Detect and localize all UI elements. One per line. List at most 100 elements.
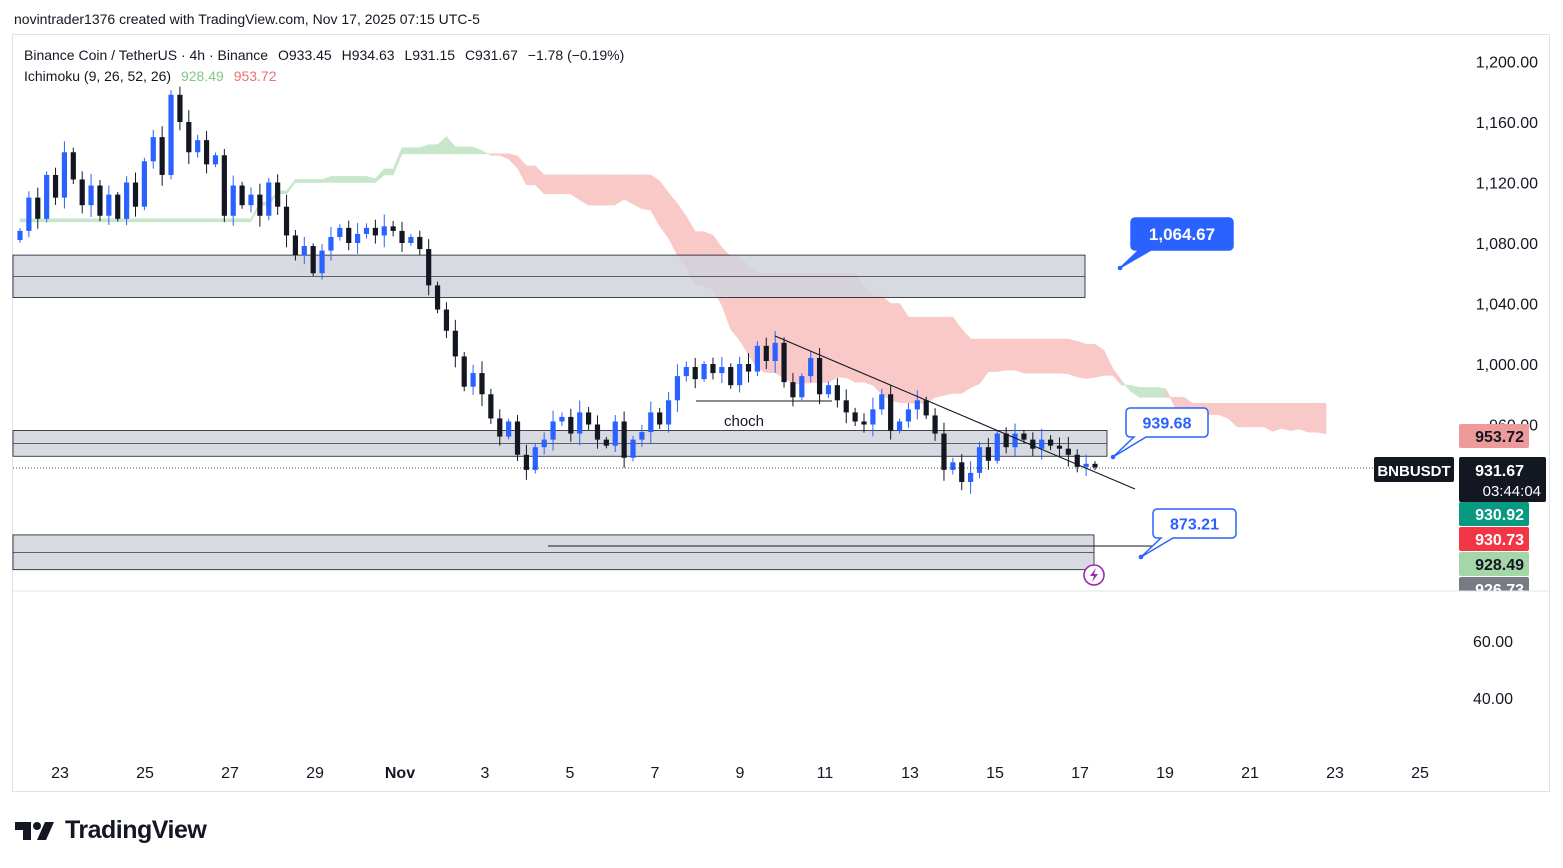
time-tick-label: 11 [817,765,834,782]
cloud-segment [588,174,598,206]
cloud-segment [570,174,581,201]
candle [221,148,227,223]
legend-high: H934.63 [341,47,395,63]
candle [452,319,458,368]
cloud-segment [1014,338,1025,374]
axis-price-label: 928.49 [1459,552,1529,576]
candle [141,157,147,211]
candle-body [994,433,1000,461]
chart-frame [12,34,1550,792]
cloud-segment [499,153,509,160]
axis-price-label: 930.73 [1459,527,1529,551]
candle-body [639,432,645,440]
current-price-bg [1459,457,1546,502]
candle-body [221,155,227,216]
countdown-text: 03:44:04 [1483,483,1541,500]
time-axis: 23 25 27 29 Nov 3 5 7 9 11 13 15 17 19 21 23 25 [51,765,1429,782]
candle-body [310,246,316,274]
candle-body [372,227,378,236]
candle [728,363,734,389]
candle [514,415,521,462]
candle-body [1047,439,1054,446]
cloud-segment [1245,403,1256,428]
cloud-segment [1041,338,1051,374]
tradingview-logo-icon [15,821,54,840]
cloud-segment [1156,387,1167,398]
candle-body [612,421,618,446]
price-tick-label: 1,160.00 [1476,115,1538,132]
tradingview-brand[interactable]: TradingView [15,816,207,845]
cloud-segment [552,174,563,195]
candle [434,281,441,314]
candle [44,171,50,223]
candle [701,361,707,382]
candle [941,422,947,481]
cloud-segment [46,218,56,223]
candle [754,341,760,377]
candle [26,191,32,238]
candle-body [905,409,912,422]
candle-body [35,197,41,219]
axis-price-label-text: 926.73 [1475,582,1524,599]
cloud-segment [1059,338,1069,375]
cloud-segment [303,179,314,183]
legend-open: O933.45 [278,47,332,63]
candle-body [941,433,947,470]
candle-body [115,194,121,219]
cloud-segment [232,218,243,223]
candle [630,435,636,462]
candle [550,410,556,451]
cloud-segment [472,146,483,155]
price-callout: 939.68 [1110,407,1209,460]
cloud-segment [144,218,154,223]
candle-body [434,285,441,310]
candle [230,175,236,226]
cloud-segment [1023,338,1034,374]
axis-price-label: 930.92 [1459,502,1529,526]
cloud-segment [197,218,207,223]
cloud-segment [1165,388,1176,408]
candle [1056,437,1063,457]
candle-body [319,250,325,274]
candle-body [417,236,423,250]
axis-price-label-text: 930.92 [1475,507,1524,524]
candle [212,152,219,168]
cloud-segment [1121,379,1131,393]
cloud-segment [961,328,971,395]
cloud-segment [606,174,616,206]
price-tick-label: 1,040.00 [1476,297,1538,314]
time-tick-label: 19 [1156,765,1174,782]
axis-price-label-text: 930.73 [1475,532,1524,549]
time-tick-label: 17 [1071,765,1089,782]
legend-symbol: Binance Coin / TetherUS · 4h · Binance [24,47,269,63]
candle-body [443,309,450,331]
axis-price-label-bg [1459,502,1529,526]
cloud-segment [1254,403,1265,428]
candle [1083,454,1089,476]
candle-body [1056,445,1063,449]
legend-close: C931.67 [464,47,518,63]
candle-body [70,152,76,180]
cloud-segment [295,179,305,183]
cloud-segment [179,218,190,223]
callout-bubble [1119,217,1234,269]
candle-body [186,122,192,153]
callout-label: 873.21 [1170,517,1219,534]
symbol-badge-text: BNBUSDT [1377,463,1450,480]
cloud-segment [1076,340,1087,379]
candle-body [772,342,778,361]
cloud-segment [73,218,83,223]
candle [17,228,23,243]
time-tick-label: Nov [385,765,415,782]
cloud-segment [392,147,403,176]
candle-body [248,194,254,206]
legend-indicator[interactable]: Ichimoku (9, 26, 52, 26) [24,68,172,84]
candle-body [408,236,414,243]
candle-body [1092,463,1098,468]
candle-body [523,454,530,470]
cloud-segment [917,316,927,404]
candle-body [896,421,903,431]
cloud-segment [161,218,172,223]
candle [559,412,565,427]
